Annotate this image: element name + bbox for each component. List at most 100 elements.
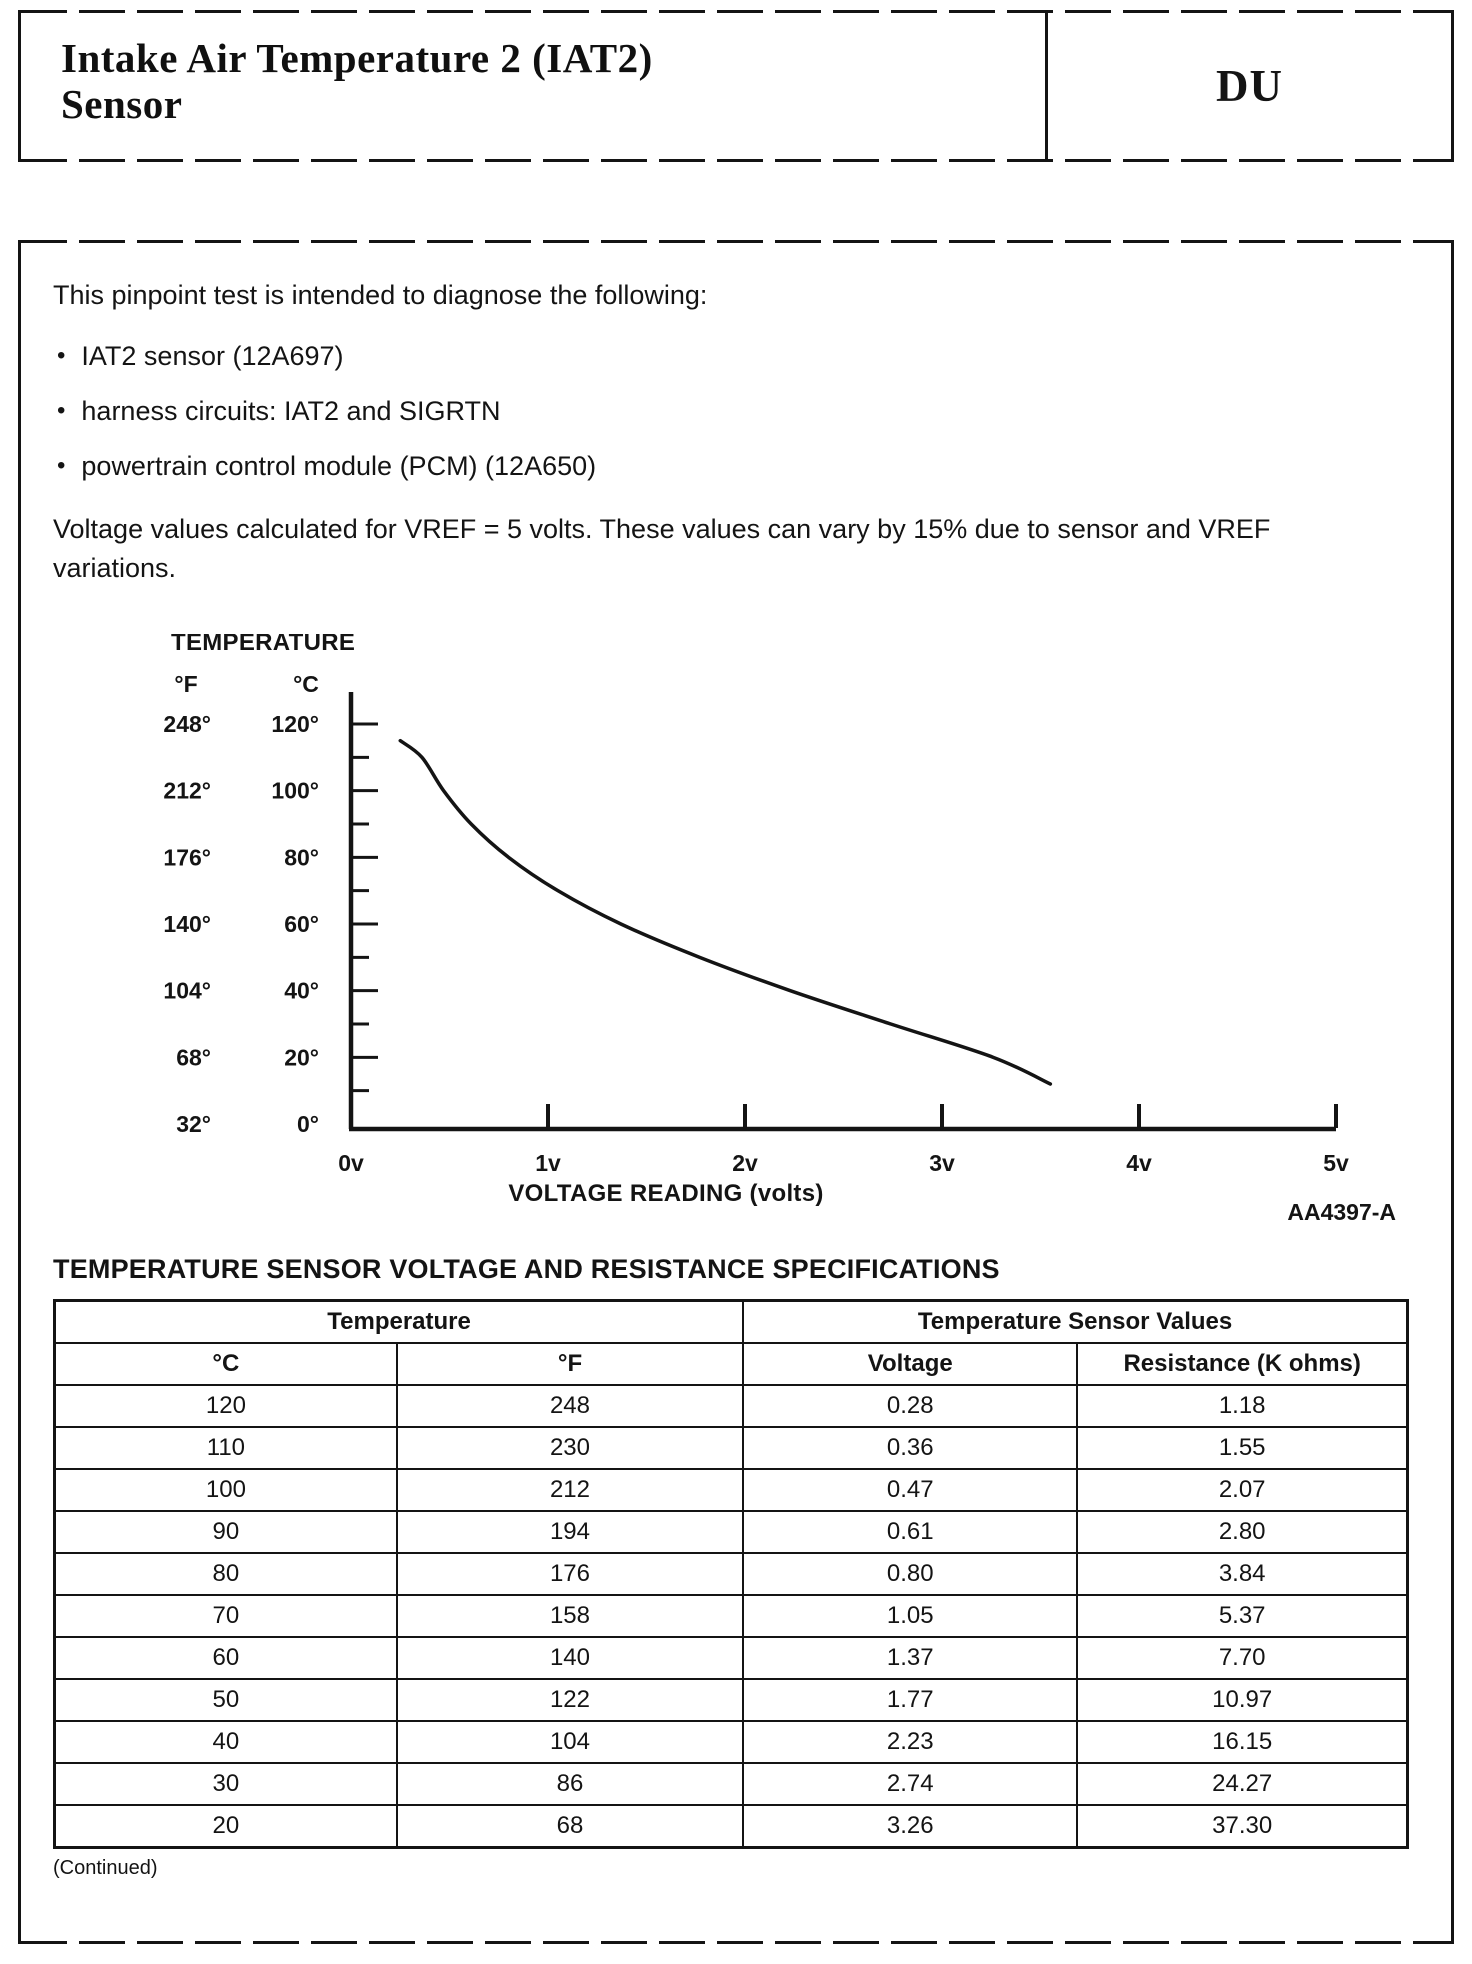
table-row: 100 212 0.47 2.07: [53, 1468, 1409, 1513]
table-cell: 1.77: [742, 1678, 1079, 1723]
y-tick-label-fahrenheit: 68°: [176, 1045, 211, 1071]
continued-label: (Continued): [53, 1857, 158, 1880]
table-cell: 248: [395, 1384, 745, 1429]
table-cell: 70: [53, 1594, 398, 1639]
list-item-text: harness circuits: IAT2 and SIGRTN: [81, 396, 501, 426]
group-header-temperature: Temperature: [53, 1299, 745, 1345]
table-cell: 100: [53, 1468, 398, 1513]
table-group-header-row: Temperature Temperature Sensor Values: [53, 1299, 1409, 1345]
intro-text: This pinpoint test is intended to diagno…: [53, 280, 708, 310]
y-tick-label-fahrenheit: 212°: [163, 778, 211, 804]
table-cell: 0.47: [742, 1468, 1079, 1513]
test-code: DU: [1216, 61, 1283, 111]
table-cell: 1.37: [742, 1636, 1079, 1681]
table-cell: 10.97: [1076, 1678, 1409, 1723]
spec-table-head: Temperature Temperature Sensor Values °C…: [53, 1299, 1409, 1387]
table-cell: 86: [395, 1762, 745, 1807]
table-cell: 40: [53, 1720, 398, 1765]
table-cell: 0.28: [742, 1384, 1079, 1429]
page-title-line1: Intake Air Temperature 2 (IAT2): [61, 35, 653, 81]
y-tick-label-celsius: 20°: [284, 1045, 319, 1071]
table-cell: 30: [53, 1762, 398, 1807]
table-cell: 1.05: [742, 1594, 1079, 1639]
table-cell: 0.36: [742, 1426, 1079, 1471]
table-cell: 24.27: [1076, 1762, 1409, 1807]
y-tick-label-fahrenheit: 140°: [163, 911, 211, 937]
bullet-icon: •: [57, 342, 66, 369]
spec-table-body: 120 248 0.28 1.18 110 230 0.36 1.55 100 212 0.47 2.…: [53, 1384, 1409, 1849]
y-tick-label-fahrenheit: 248°: [163, 711, 211, 737]
table-row: 40 104 2.23 16.15: [53, 1720, 1409, 1765]
bullet-icon: •: [57, 397, 66, 424]
table-cell: 104: [395, 1720, 745, 1765]
list-item-text: IAT2 sensor (12A697): [81, 341, 344, 371]
table-row: 90 194 0.61 2.80: [53, 1510, 1409, 1555]
table-cell: 5.37: [1076, 1594, 1409, 1639]
table-cell: 16.15: [1076, 1720, 1409, 1765]
spec-table: Temperature Temperature Sensor Values °C…: [53, 1299, 1409, 1850]
table-cell: 212: [395, 1468, 745, 1513]
y-tick-label-celsius: 120°: [271, 711, 319, 737]
column-header-fahrenheit: °F: [395, 1342, 745, 1387]
y-tick-label-celsius: 40°: [284, 978, 319, 1004]
table-cell: 7.70: [1076, 1636, 1409, 1681]
spec-table-title: TEMPERATURE SENSOR VOLTAGE AND RESISTANC…: [53, 1254, 1000, 1285]
table-cell: 3.26: [742, 1804, 1079, 1849]
chart-title: TEMPERATURE: [171, 634, 355, 656]
list-item: • powertrain control module (PCM) (12A650…: [57, 451, 1421, 482]
table-cell: 1.55: [1076, 1426, 1409, 1471]
table-row: 20 68 3.26 37.30: [53, 1804, 1409, 1849]
table-cell: 0.80: [742, 1552, 1079, 1597]
y-axis-unit-fahrenheit: °F: [174, 671, 197, 697]
table-cell: 90: [53, 1510, 398, 1555]
y-tick-label-fahrenheit: 104°: [163, 978, 211, 1004]
table-row: 70 158 1.05 5.37: [53, 1594, 1409, 1639]
column-header-voltage: Voltage: [742, 1342, 1079, 1387]
group-header-sensor-values: Temperature Sensor Values: [742, 1299, 1409, 1345]
table-cell: 0.61: [742, 1510, 1079, 1555]
bullet-list: • IAT2 sensor (12A697) • harness circuits: …: [57, 341, 1421, 482]
x-tick-label: 5v: [1323, 1150, 1349, 1176]
y-tick-label-fahrenheit: 32°: [176, 1111, 211, 1137]
table-cell: 2.07: [1076, 1468, 1409, 1513]
y-tick-label-celsius: 0°: [297, 1111, 319, 1137]
x-tick-label: 3v: [929, 1150, 955, 1176]
page-title-line2: Sensor: [61, 80, 183, 127]
x-tick-label: 2v: [732, 1150, 758, 1176]
table-cell: 68: [395, 1804, 745, 1849]
table-cell: 50: [53, 1678, 398, 1723]
column-header-resistance: Resistance (K ohms): [1076, 1342, 1409, 1387]
table-cell: 2.23: [742, 1720, 1079, 1765]
table-cell: 3.84: [1076, 1552, 1409, 1597]
x-tick-label: 4v: [1126, 1150, 1152, 1176]
list-item-text: powertrain control module (PCM) (12A650): [81, 451, 597, 481]
table-cell: 120: [53, 1384, 398, 1429]
main-content-box: This pinpoint test is intended to diagno…: [18, 240, 1454, 1944]
table-cell: 2.74: [742, 1762, 1079, 1807]
table-cell: 80: [53, 1552, 398, 1597]
table-cell: 60: [53, 1636, 398, 1681]
table-cell: 20: [53, 1804, 398, 1849]
list-item: • harness circuits: IAT2 and SIGRTN: [57, 396, 1421, 427]
page-title: Intake Air Temperature 2 (IAT2) Sensor: [61, 35, 1035, 128]
x-axis-label: VOLTAGE READING (volts): [508, 1180, 823, 1207]
table-row: 60 140 1.37 7.70: [53, 1636, 1409, 1681]
column-header-celsius: °C: [53, 1342, 398, 1387]
table-row: 50 122 1.77 10.97: [53, 1678, 1409, 1723]
table-row: 80 176 0.80 3.84: [53, 1552, 1409, 1597]
test-code-cell: DU: [1045, 10, 1451, 162]
iat2-voltage-temperature-chart: TEMPERATURE °F °C 248° 120° 212° 100° 176° 80° 14…: [51, 634, 1423, 1224]
table-cell: 230: [395, 1426, 745, 1471]
y-tick-label-celsius: 80°: [284, 845, 319, 871]
vref-note: Voltage values calculated for VREF = 5 v…: [53, 514, 1271, 584]
header-box: Intake Air Temperature 2 (IAT2) Sensor D…: [18, 10, 1454, 162]
chart-svg: TEMPERATURE °F °C 248° 120° 212° 100° 176° 80° 14…: [163, 634, 1396, 1224]
table-cell: 110: [53, 1426, 398, 1471]
list-item: • IAT2 sensor (12A697): [57, 341, 1421, 372]
y-tick-label-celsius: 60°: [284, 911, 319, 937]
table-cell: 122: [395, 1678, 745, 1723]
table-cell: 176: [395, 1552, 745, 1597]
table-cell: 37.30: [1076, 1804, 1409, 1849]
table-column-header-row: °C °F Voltage Resistance (K ohms): [53, 1342, 1409, 1387]
